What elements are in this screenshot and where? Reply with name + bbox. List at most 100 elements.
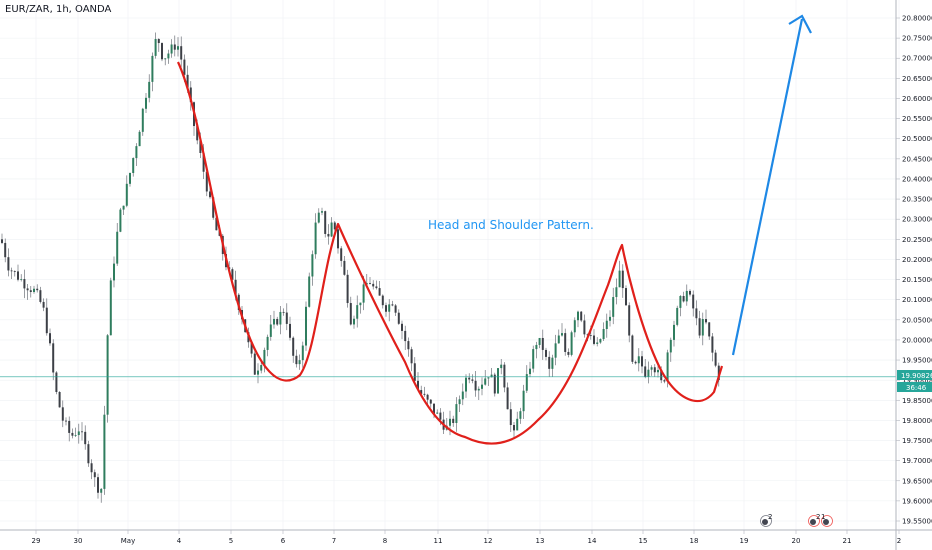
candle (689, 289, 691, 297)
current-price-tag: 19.90826 36:46 (897, 370, 932, 392)
x-tick-label: 2 (897, 537, 901, 545)
svg-text:1: 1 (821, 513, 825, 521)
candle (605, 313, 608, 338)
candle (545, 347, 547, 361)
svg-text:2: 2 (816, 513, 820, 521)
candle (276, 316, 279, 326)
event-badge[interactable]: 1 (821, 513, 833, 527)
y-tick-label: 20.25000 (902, 236, 932, 244)
candle (698, 310, 701, 339)
candle (308, 272, 311, 308)
candle (122, 205, 125, 215)
candle (167, 49, 170, 64)
candle (298, 354, 301, 370)
time-axis[interactable]: 29 30 May 4 5 6 7 8 11 12 13 14 15 18 19 20 21 2 (0, 529, 932, 545)
y-tick-label: 20.10000 (902, 296, 932, 304)
candle (551, 354, 554, 377)
x-tick-label: 19 (740, 537, 749, 545)
candle (516, 411, 519, 431)
candle (628, 302, 631, 343)
y-tick-label: 20.15000 (902, 276, 932, 284)
candle (74, 427, 77, 438)
head-and-shoulders-curve[interactable] (176, 61, 724, 445)
candle (381, 294, 384, 309)
candle (266, 334, 269, 357)
event-badge[interactable]: 2 (808, 513, 821, 527)
candle (532, 345, 535, 373)
candle (541, 329, 544, 360)
y-tick-label: 20.55000 (902, 115, 932, 123)
forecast-arrow[interactable] (731, 14, 812, 356)
candle (695, 300, 698, 326)
candle (397, 309, 400, 325)
candle (7, 248, 10, 277)
candle (154, 32, 157, 59)
y-tick-label: 20.20000 (902, 256, 932, 264)
candle (77, 423, 80, 444)
candle (602, 322, 605, 342)
candle (583, 314, 586, 338)
candle (113, 256, 115, 288)
current-price-value: 19.90826 (901, 372, 932, 380)
candle (423, 386, 426, 397)
candle (407, 337, 410, 357)
candle (132, 157, 135, 177)
y-tick-label: 20.80000 (902, 15, 932, 23)
candle (567, 348, 570, 358)
candle (653, 364, 656, 377)
candle (599, 338, 602, 344)
candle (378, 280, 381, 296)
candle (253, 349, 256, 375)
candle (65, 417, 67, 426)
candle (474, 370, 477, 397)
x-tick-label: 21 (843, 537, 852, 545)
candle (618, 260, 621, 288)
candle (353, 315, 355, 329)
candle (257, 363, 259, 384)
candle (458, 395, 461, 413)
candle (522, 384, 525, 419)
candle (119, 207, 122, 233)
price-axis[interactable]: 20.80000 20.75000 20.70000 20.65000 20.60000… (895, 0, 932, 550)
candle (487, 377, 490, 386)
candle (596, 337, 599, 347)
candle (426, 393, 429, 405)
candle (340, 246, 343, 267)
candle (644, 359, 647, 379)
event-badges[interactable]: 2 2 1 (760, 513, 833, 527)
y-tick-label: 19.90000 (902, 377, 932, 385)
candle (269, 314, 272, 341)
candle (279, 306, 282, 335)
candle (359, 302, 362, 314)
candle (391, 300, 394, 307)
x-tick-label: May (121, 537, 135, 545)
y-tick-label: 19.60000 (902, 497, 932, 505)
x-tick-label: 12 (484, 537, 493, 545)
candle (529, 361, 531, 378)
candle (641, 350, 643, 374)
candle (455, 397, 458, 432)
y-tick-label: 19.55000 (902, 518, 932, 526)
candle (125, 175, 128, 208)
candle (535, 341, 538, 359)
y-tick-label: 20.45000 (902, 155, 932, 163)
candle (103, 405, 106, 495)
candle (180, 36, 183, 69)
candle (468, 373, 471, 384)
candle (295, 349, 298, 368)
candle (68, 416, 71, 442)
candle (365, 273, 368, 285)
event-badge[interactable]: 2 (760, 513, 773, 527)
candle (519, 407, 522, 424)
candle (55, 371, 58, 395)
candle (631, 334, 634, 364)
y-tick-label: 20.05000 (902, 316, 932, 324)
candle (116, 223, 119, 266)
x-tick-label: 29 (32, 537, 41, 545)
x-tick-label: 5 (229, 537, 233, 545)
y-tick-label: 19.80000 (902, 417, 932, 425)
candle (106, 334, 109, 423)
candle (135, 143, 138, 166)
y-tick-label: 20.40000 (902, 175, 932, 183)
